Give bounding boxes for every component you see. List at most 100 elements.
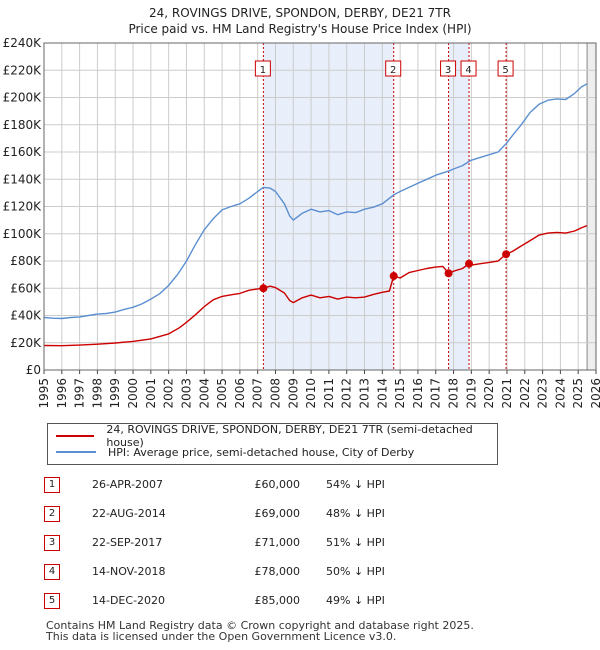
sale-row: 4 14-NOV-2018 £78,000 50% ↓ HPI — [40, 560, 520, 589]
chart-subtitle: Price paid vs. HM Land Registry's House … — [128, 22, 472, 36]
hpi-line — [43, 83, 588, 320]
x-tick-label: 2000 — [126, 378, 140, 409]
sale-number-box — [385, 60, 402, 77]
x-tick-label: 2010 — [304, 378, 318, 409]
x-tick-label: 2013 — [358, 378, 372, 409]
y-tick-label: £80K — [10, 254, 42, 268]
sale-row: 1 26-APR-2007 £60,000 54% ↓ HPI — [40, 473, 520, 502]
x-tick-label: 2015 — [393, 378, 407, 409]
y-tick-label: £240K — [3, 36, 43, 50]
sale-number-badge: 5 — [44, 593, 60, 609]
sale-number-box — [460, 60, 477, 77]
x-tick-label: 2024 — [553, 378, 567, 409]
x-tick-label: 2006 — [233, 378, 247, 409]
sale-number-box — [440, 60, 457, 77]
sale-date: 22-SEP-2017 — [92, 536, 163, 549]
chart-title: 24, ROVINGS DRIVE, SPONDON, DERBY, DE21 … — [149, 6, 451, 20]
y-tick-label: £20K — [10, 336, 42, 350]
x-tick-label: 1999 — [108, 378, 122, 409]
y-tick-label: £60K — [10, 281, 42, 295]
plot-frame — [43, 42, 597, 371]
y-tick-label: £200K — [3, 91, 43, 105]
sale-point — [444, 269, 453, 278]
x-tick-label: 1997 — [73, 378, 87, 409]
sale-hpi-diff: 49% ↓ HPI — [326, 594, 385, 607]
x-tick-label: 2005 — [215, 378, 229, 409]
sale-number-box — [254, 60, 271, 77]
x-tick-label: 2008 — [268, 378, 282, 409]
legend: 24, ROVINGS DRIVE, SPONDON, DERBY, DE21 … — [47, 423, 498, 465]
sale-number-label: 4 — [465, 65, 471, 76]
sale-number-label: 5 — [502, 65, 508, 76]
x-tick-label: 2007 — [251, 378, 265, 409]
y-tick-label: £100K — [3, 227, 43, 241]
y-tick-label: £140K — [3, 172, 43, 186]
x-tick-label: 2001 — [144, 378, 158, 409]
y-tick-label: £220K — [3, 63, 43, 77]
sale-number-label: 2 — [390, 65, 396, 76]
x-tick-label: 2004 — [197, 378, 211, 409]
legend-entry-hpi: HPI: Average price, semi-detached house,… — [56, 445, 414, 459]
sales-table: 1 26-APR-2007 £60,000 54% ↓ HPI 2 22-AUG… — [40, 473, 520, 618]
sale-point — [465, 259, 474, 268]
x-tick-label: 2023 — [536, 378, 550, 409]
sale-price: £69,000 — [254, 507, 301, 520]
sale-hpi-diff: 50% ↓ HPI — [326, 565, 385, 578]
sale-point — [389, 271, 398, 280]
sale-number-badge: 1 — [44, 477, 60, 493]
sale-price: £71,000 — [254, 536, 301, 549]
y-tick-label: £0 — [26, 363, 41, 377]
legend-swatch-red — [56, 435, 95, 437]
x-tick-label: 2022 — [518, 378, 532, 409]
x-tick-label: 2021 — [500, 378, 514, 409]
x-tick-label: 2002 — [162, 378, 176, 409]
legend-entry-property: 24, ROVINGS DRIVE, SPONDON, DERBY, DE21 … — [56, 423, 497, 449]
sale-number-badge: 4 — [44, 564, 60, 580]
x-tick-label: 2011 — [322, 378, 336, 409]
sale-number-label: 1 — [260, 65, 266, 76]
x-tick-label: 2016 — [411, 378, 425, 409]
x-tick-label: 1998 — [90, 378, 104, 409]
footer-licence: This data is licensed under the Open Gov… — [46, 630, 397, 643]
x-tick-label: 2025 — [571, 378, 585, 409]
sale-number-badge: 3 — [44, 535, 60, 551]
sale-price: £85,000 — [254, 594, 301, 607]
x-tick-label: 1996 — [55, 378, 69, 409]
sale-row: 3 22-SEP-2017 £71,000 51% ↓ HPI — [40, 531, 520, 560]
x-tick-label: 2026 — [589, 378, 600, 409]
sale-number-box — [497, 60, 514, 77]
sale-hpi-diff: 51% ↓ HPI — [326, 536, 385, 549]
sale-number-label: 3 — [445, 65, 451, 76]
sale-row: 2 22-AUG-2014 £69,000 48% ↓ HPI — [40, 502, 520, 531]
sale-point — [502, 250, 511, 259]
footer: Contains HM Land Registry data © Crown c… — [46, 620, 474, 642]
price-chart: £0 £20K £40K £60K £80K £100K £120K £140K £160K £1… — [3, 36, 600, 409]
x-tick-label: 2003 — [179, 378, 193, 409]
x-tick-label: 2012 — [340, 378, 354, 409]
sale-hpi-diff: 48% ↓ HPI — [326, 507, 385, 520]
sale-number-badge: 2 — [44, 506, 60, 522]
y-tick-label: £180K — [3, 118, 43, 132]
sale-date: 22-AUG-2014 — [92, 507, 166, 520]
legend-swatch-blue — [56, 451, 96, 453]
sale-row: 5 14-DEC-2020 £85,000 49% ↓ HPI — [40, 589, 520, 618]
sale-price: £78,000 — [254, 565, 301, 578]
x-tick-label: 2018 — [447, 378, 461, 409]
sale-point — [259, 284, 268, 293]
legend-label-property: 24, ROVINGS DRIVE, SPONDON, DERBY, DE21 … — [106, 423, 473, 449]
legend-label-hpi: HPI: Average price, semi-detached house,… — [108, 445, 415, 459]
x-tick-label: 1995 — [37, 378, 51, 409]
y-tick-label: £160K — [3, 145, 43, 159]
x-tick-label: 2019 — [464, 378, 478, 409]
y-tick-label: £40K — [10, 309, 42, 323]
sale-hpi-diff: 54% ↓ HPI — [326, 478, 385, 491]
footer-copyright: Contains HM Land Registry data © Crown c… — [46, 619, 474, 632]
sale-date: 26-APR-2007 — [92, 478, 164, 491]
sale-price: £60,000 — [254, 478, 301, 491]
y-tick-label: £120K — [3, 200, 43, 214]
sale-date: 14-NOV-2018 — [92, 565, 166, 578]
x-tick-label: 2017 — [429, 378, 443, 409]
x-tick-label: 2014 — [375, 378, 389, 409]
sale-date: 14-DEC-2020 — [92, 594, 166, 607]
x-tick-label: 2020 — [482, 378, 496, 409]
